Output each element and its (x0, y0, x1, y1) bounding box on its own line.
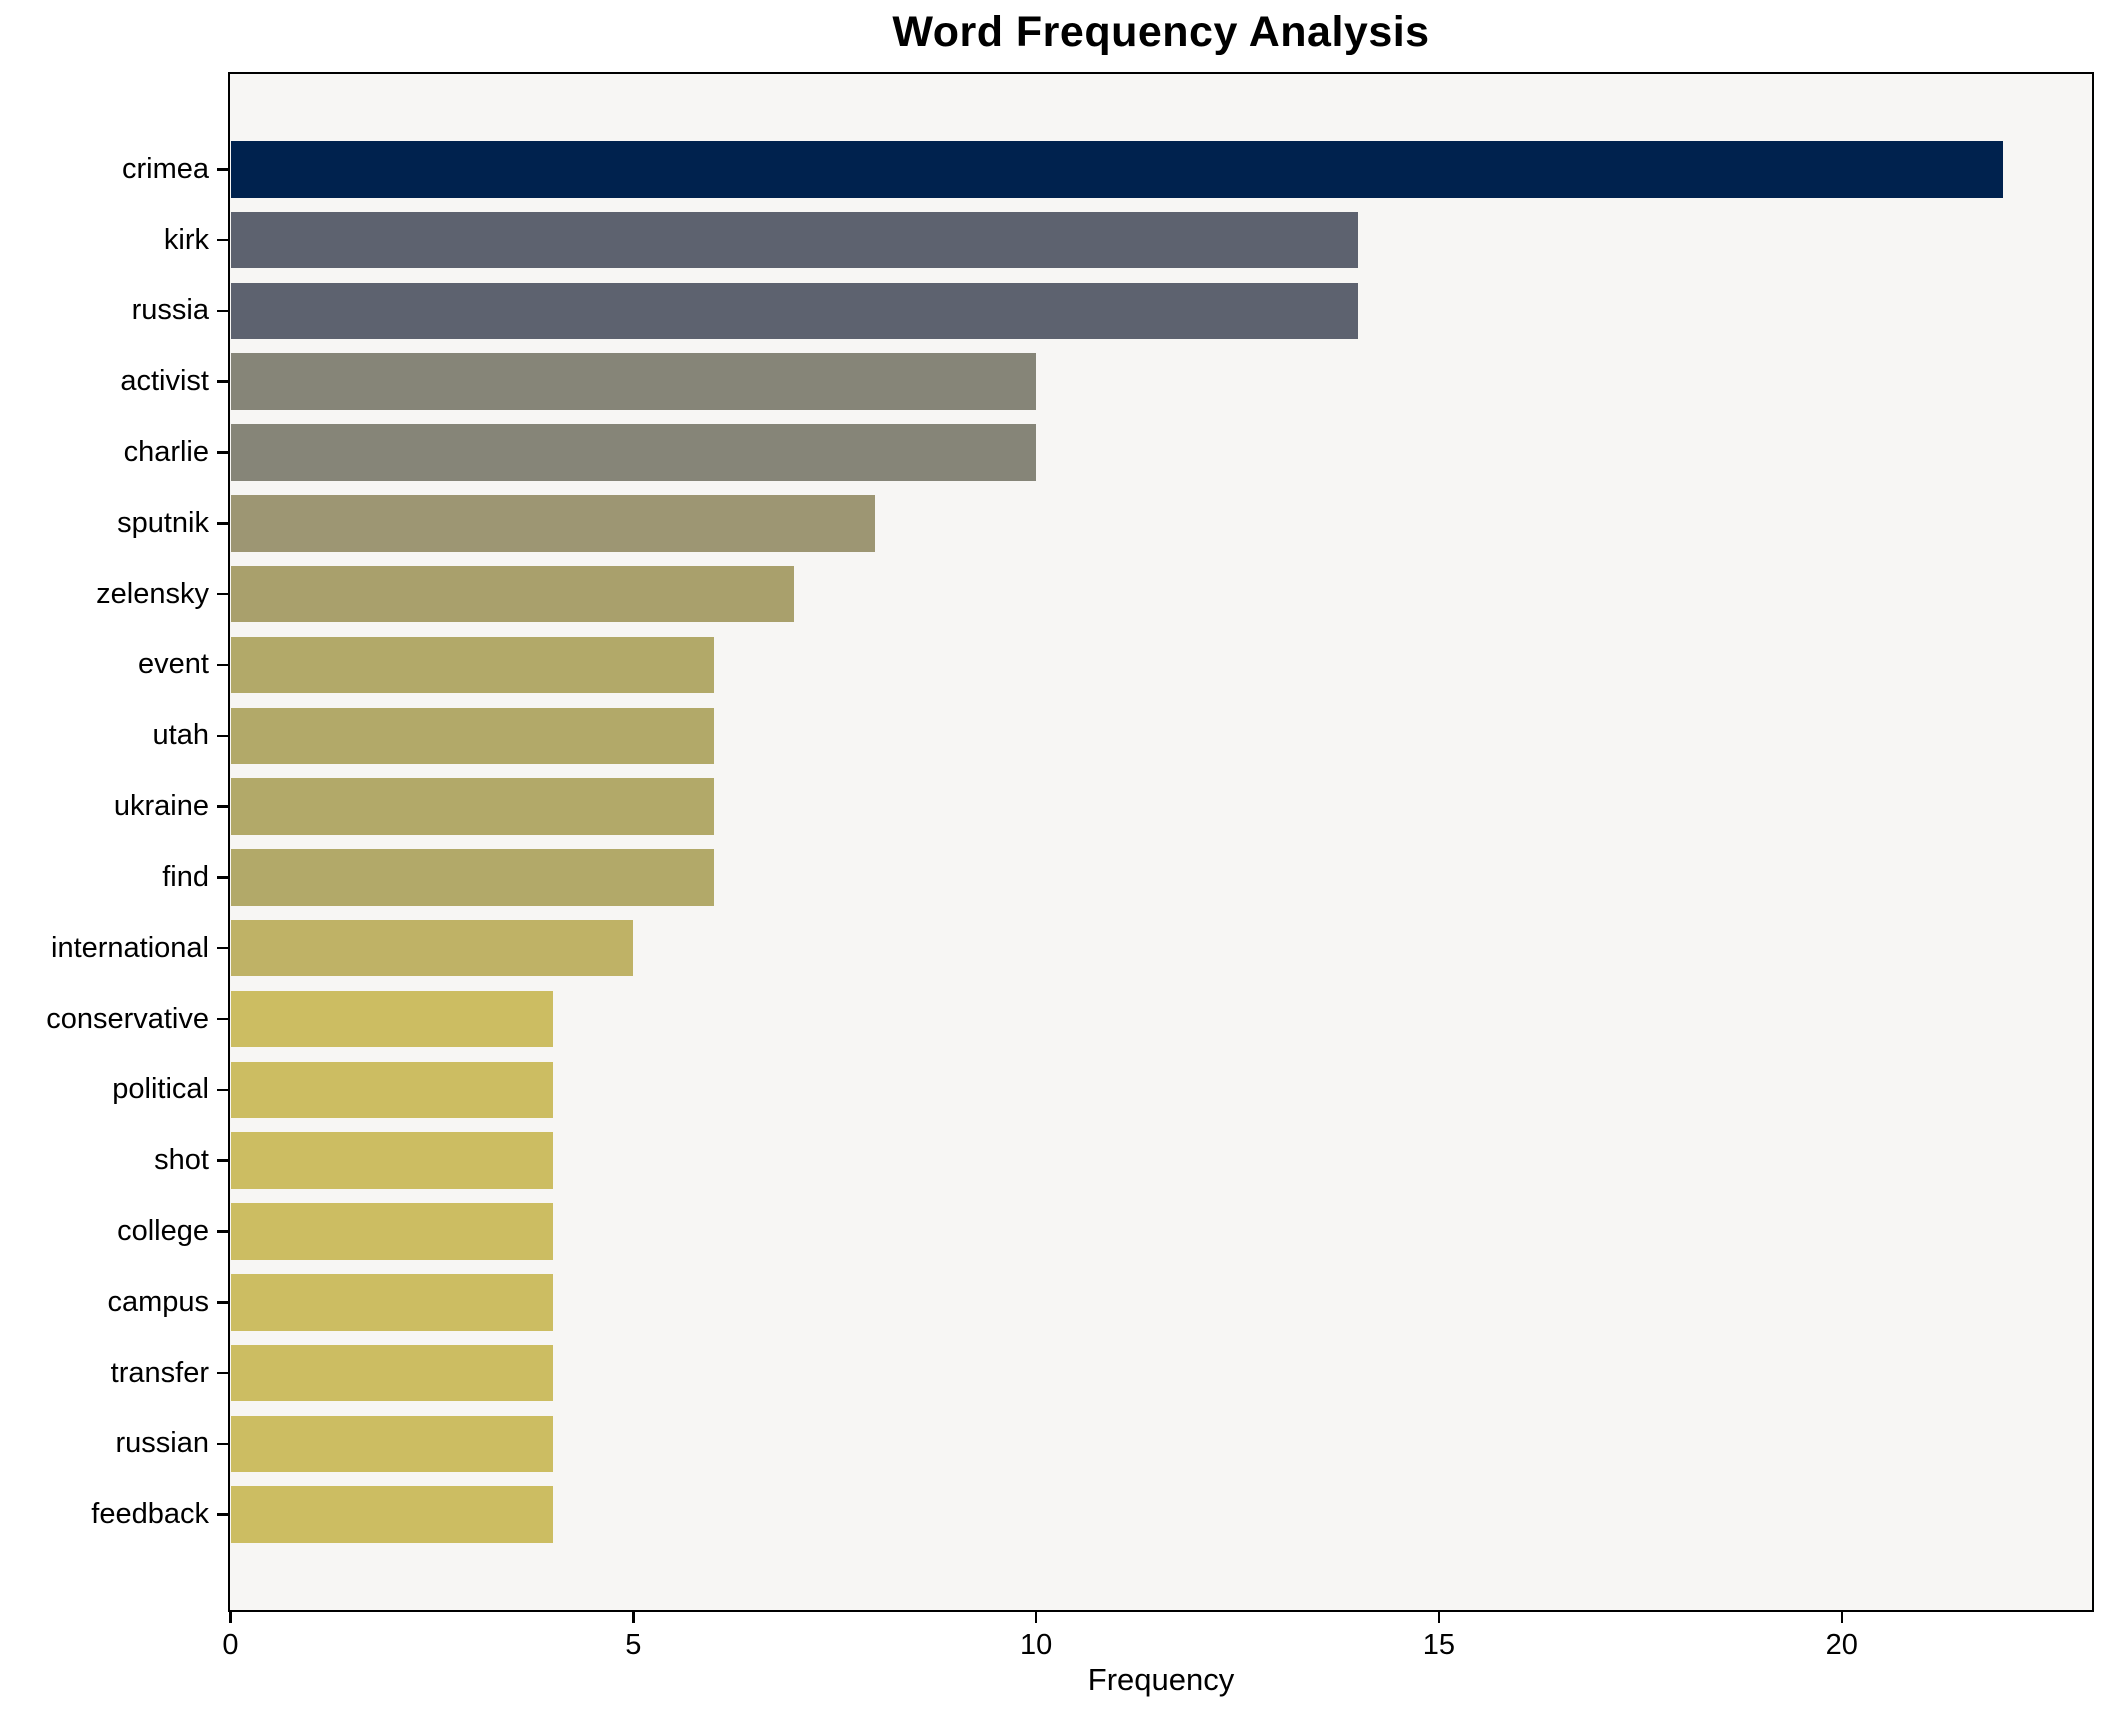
y-tick-label-ukraine: ukraine (113, 790, 209, 823)
y-tick-label-feedback: feedback (91, 1498, 209, 1531)
bar-conservative (230, 990, 553, 1048)
x-axis-title: Frequency (1087, 1662, 1235, 1697)
y-tick-activist (217, 380, 228, 383)
x-tick-5 (632, 1612, 635, 1623)
y-tick-label-zelensky: zelensky (96, 577, 209, 610)
x-tick-label-20: 20 (1825, 1629, 1858, 1661)
y-tick-conservative (217, 1017, 228, 1021)
y-tick-label-find: find (162, 860, 209, 893)
x-tick-label-15: 15 (1422, 1629, 1456, 1661)
y-tick-find (217, 876, 228, 879)
x-tick-label-10: 10 (1019, 1629, 1053, 1661)
y-tick-kirk (217, 238, 228, 242)
bar-find (230, 849, 714, 906)
y-tick-label-sputnik: sputnik (117, 506, 209, 539)
y-tick-label-shot: shot (154, 1144, 209, 1177)
y-tick-crimea (217, 168, 228, 171)
y-tick-label-transfer: transfer (110, 1356, 209, 1389)
y-tick-label-russia: russia (131, 294, 209, 327)
y-tick-label-kirk: kirk (163, 223, 209, 256)
y-tick-international (217, 946, 228, 950)
bar-charlie (230, 424, 1037, 481)
x-tick-10 (1034, 1612, 1038, 1623)
y-tick-shot (217, 1159, 228, 1162)
y-tick-label-conservative: conservative (46, 1002, 209, 1035)
bar-transfer (230, 1344, 553, 1402)
bar-activist (230, 353, 1037, 410)
x-tick-20 (1840, 1612, 1843, 1623)
y-tick-ukraine (217, 805, 228, 808)
y-tick-political (217, 1088, 228, 1092)
bar-campus (230, 1274, 553, 1331)
bar-russia (230, 282, 1359, 340)
y-tick-feedback (217, 1513, 228, 1516)
y-tick-label-utah: utah (152, 719, 209, 752)
y-tick-campus (217, 1301, 228, 1304)
x-tick-0 (229, 1612, 232, 1623)
bar-international (230, 919, 634, 977)
x-tick-15 (1437, 1612, 1441, 1623)
bar-zelensky (230, 565, 795, 623)
y-tick-event (217, 663, 228, 667)
bar-political (230, 1061, 553, 1119)
bar-kirk (230, 211, 1359, 269)
y-tick-sputnik (217, 522, 228, 525)
y-tick-label-political: political (112, 1073, 209, 1106)
y-tick-zelensky (217, 592, 228, 596)
y-tick-label-crimea: crimea (121, 152, 209, 185)
bar-crimea (230, 141, 2003, 198)
y-tick-charlie (217, 451, 228, 454)
bar-college (230, 1203, 553, 1260)
y-tick-russian (217, 1442, 228, 1446)
bar-event (230, 636, 714, 694)
y-tick-label-campus: campus (107, 1285, 209, 1318)
y-tick-transfer (217, 1371, 228, 1375)
y-tick-label-russian: russian (115, 1427, 210, 1460)
bar-ukraine (230, 778, 714, 835)
bar-shot (230, 1132, 553, 1189)
y-tick-label-international: international (51, 931, 209, 964)
y-tick-russia (217, 309, 228, 313)
chart-title: Word Frequency Analysis (892, 8, 1430, 56)
bar-feedback (230, 1486, 553, 1543)
y-tick-label-event: event (138, 648, 209, 681)
y-tick-label-college: college (117, 1214, 209, 1247)
x-tick-label-5: 5 (625, 1629, 642, 1661)
bar-utah (230, 707, 714, 765)
y-tick-college (217, 1230, 228, 1233)
bar-russian (230, 1415, 553, 1473)
y-tick-label-charlie: charlie (123, 436, 209, 469)
bar-sputnik (230, 495, 875, 552)
x-tick-label-0: 0 (222, 1629, 239, 1661)
y-tick-utah (217, 734, 228, 738)
y-tick-label-activist: activist (120, 365, 209, 398)
